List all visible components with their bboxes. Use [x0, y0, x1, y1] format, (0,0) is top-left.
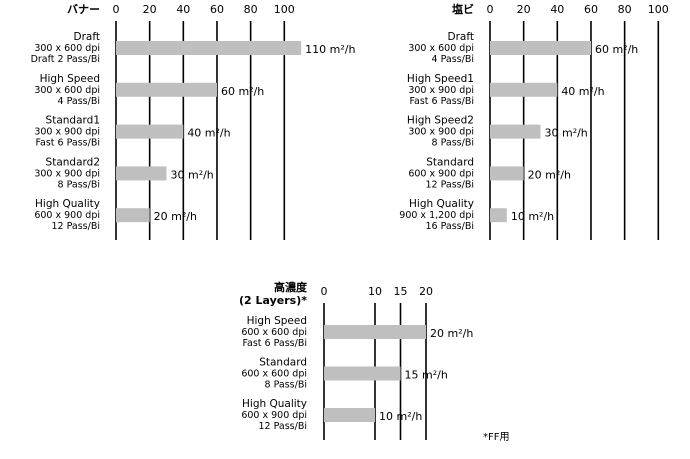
bar — [116, 124, 184, 139]
category-spec: 300 x 600 dpi — [34, 85, 100, 96]
category-name: Standard — [259, 357, 307, 369]
category-spec: Fast 6 Pass/Bi — [242, 338, 307, 349]
category-spec: 8 Pass/Bi — [432, 138, 474, 149]
tick-label: 10 — [368, 285, 382, 298]
category-name: High Quality — [35, 198, 100, 210]
bar — [116, 82, 217, 97]
category-spec: Fast 6 Pass/Bi — [35, 138, 100, 149]
data-label: 10 m²/h — [511, 210, 554, 223]
category-spec: Fast 6 Pass/Bi — [409, 96, 474, 107]
chart-subtitle: (2 Layers)* — [239, 294, 307, 307]
chart-title: 塩ビ — [452, 2, 474, 16]
category-spec: 16 Pass/Bi — [426, 221, 475, 232]
bar — [490, 166, 524, 181]
tick-label: 20 — [517, 3, 531, 16]
data-label: 110 m²/h — [305, 43, 355, 56]
bar — [324, 325, 426, 339]
tick-label: 40 — [550, 3, 564, 16]
data-label: 10 m²/h — [379, 410, 422, 423]
category-spec: 12 Pass/Bi — [426, 179, 475, 190]
category-name: Draft — [448, 31, 474, 43]
bar — [116, 166, 167, 181]
category-spec: 12 Pass/Bi — [259, 421, 308, 432]
category-name: High Quality — [409, 198, 474, 210]
category-spec: 600 x 900 dpi — [241, 410, 307, 421]
category-name: High Speed — [40, 73, 100, 85]
tick-label: 80 — [244, 3, 258, 16]
tick-label: 100 — [648, 3, 669, 16]
footnote: *FF用 — [483, 432, 510, 443]
bar — [490, 124, 541, 139]
category-name: High Speed1 — [407, 73, 474, 85]
category-spec: 300 x 900 dpi — [408, 85, 474, 96]
category-spec: 300 x 900 dpi — [34, 168, 100, 179]
category-spec: 600 x 900 dpi — [34, 210, 100, 221]
category-spec: 12 Pass/Bi — [52, 221, 101, 232]
category-spec: 4 Pass/Bi — [58, 96, 100, 107]
category-spec: 600 x 600 dpi — [241, 327, 307, 338]
tick-label: 60 — [210, 3, 224, 16]
bar — [324, 408, 375, 422]
tick-label: 20 — [143, 3, 157, 16]
data-label: 40 m²/h — [561, 85, 604, 98]
category-name: Standard2 — [46, 156, 100, 168]
tick-label: 80 — [618, 3, 632, 16]
category-spec: 4 Pass/Bi — [432, 54, 474, 65]
category-name: High Speed — [247, 315, 307, 327]
category-spec: 300 x 600 dpi — [408, 43, 474, 54]
tick-label: 60 — [584, 3, 598, 16]
data-label: 30 m²/h — [170, 168, 213, 181]
category-spec: 8 Pass/Bi — [265, 380, 307, 391]
category-name: High Quality — [242, 398, 307, 410]
bar — [490, 82, 558, 97]
category-spec: 300 x 900 dpi — [34, 127, 100, 138]
tick-label: 0 — [487, 3, 494, 16]
chart-title: 高濃度 — [274, 280, 308, 294]
category-spec: 900 x 1,200 dpi — [399, 210, 474, 221]
category-spec: Draft 2 Pass/Bi — [31, 54, 100, 65]
bar — [116, 208, 150, 223]
tick-label: 15 — [394, 285, 408, 298]
category-name: Draft — [74, 31, 100, 43]
data-label: 20 m²/h — [154, 210, 197, 223]
tick-label: 0 — [321, 285, 328, 298]
category-name: High Speed2 — [407, 115, 474, 127]
data-label: 20 m²/h — [430, 327, 473, 340]
bar — [490, 41, 591, 55]
data-label: 40 m²/h — [187, 127, 230, 140]
category-name: Standard — [426, 156, 474, 168]
data-label: 20 m²/h — [528, 168, 571, 181]
tick-label: 100 — [274, 3, 295, 16]
category-spec: 600 x 900 dpi — [408, 168, 474, 179]
category-name: Standard1 — [46, 115, 100, 127]
tick-label: 0 — [113, 3, 120, 16]
bar — [116, 41, 302, 55]
data-label: 30 m²/h — [544, 127, 587, 140]
chart-title: バナー — [67, 3, 100, 16]
category-spec: 300 x 600 dpi — [34, 43, 100, 54]
tick-label: 40 — [176, 3, 190, 16]
category-spec: 300 x 900 dpi — [408, 127, 474, 138]
data-label: 15 m²/h — [405, 369, 448, 382]
category-spec: 8 Pass/Bi — [58, 179, 100, 190]
bar — [324, 366, 401, 381]
tick-label: 20 — [419, 285, 433, 298]
category-spec: 600 x 600 dpi — [241, 369, 307, 380]
data-label: 60 m²/h — [595, 43, 638, 56]
data-label: 60 m²/h — [221, 85, 264, 98]
bar — [490, 208, 507, 223]
